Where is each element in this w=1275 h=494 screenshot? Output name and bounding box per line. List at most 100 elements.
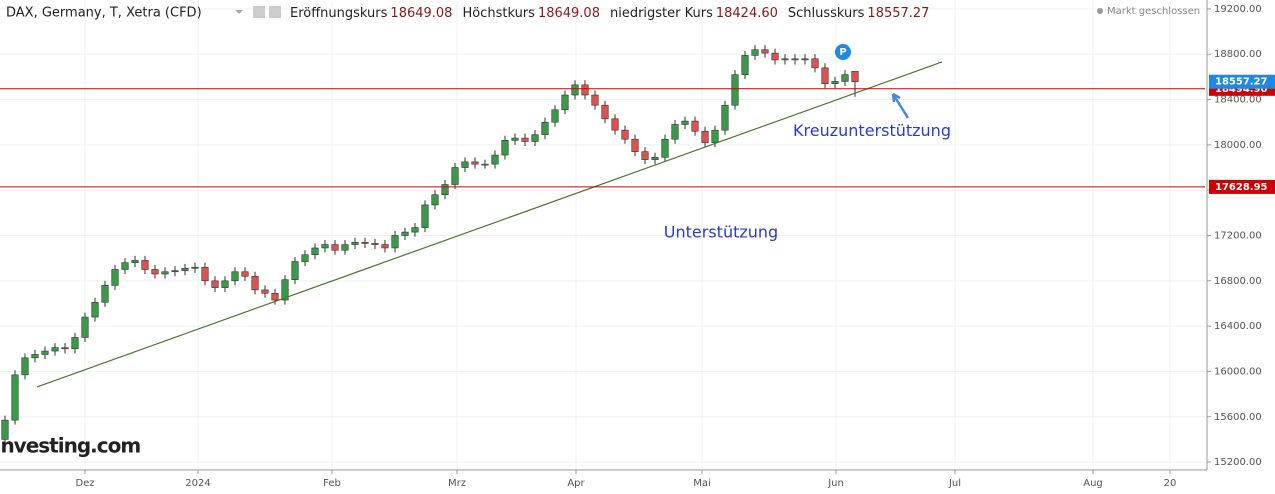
candle-body — [771, 52, 779, 61]
candle-body — [401, 231, 409, 236]
candle-body — [751, 49, 759, 56]
market-status: Markt geschlossen — [1107, 6, 1200, 17]
candle-body — [451, 167, 459, 185]
candle-body — [101, 285, 109, 303]
candle-body — [171, 270, 179, 273]
x-tick-label: 20 — [1164, 478, 1177, 489]
candle-body — [681, 120, 689, 125]
candle-body — [641, 151, 649, 160]
candle-body — [291, 261, 299, 280]
candle-body — [151, 269, 159, 275]
field-value: 18424.60 — [716, 6, 778, 21]
candle-body — [561, 94, 569, 111]
y-tick-label: 15200.00 — [1214, 457, 1262, 468]
header-fields: Eröffnungskurs 18649.08 Höchstkurs 18649.08… — [290, 6, 929, 21]
candle-body — [311, 247, 319, 256]
candle-body — [651, 157, 659, 160]
candle-body — [381, 244, 389, 249]
last-price-label: 18557.27 — [1215, 77, 1268, 88]
y-tick-label: 15600.00 — [1214, 412, 1262, 423]
candle-body — [21, 357, 29, 376]
candle-body — [131, 260, 139, 263]
x-tick-label: Feb — [323, 478, 341, 489]
candle-body — [541, 121, 549, 135]
field-value: 18649.08 — [390, 6, 452, 21]
candle-body — [711, 129, 719, 143]
candle-body — [201, 266, 209, 282]
x-tick-label: Apr — [567, 478, 585, 489]
candle-body — [111, 269, 119, 286]
x-tick-label: Jun — [827, 478, 844, 489]
icon[interactable] — [269, 6, 281, 18]
field-value: 18649.08 — [538, 6, 600, 21]
price-label: 18494.90 — [1215, 84, 1268, 95]
price-label-bg — [1209, 179, 1275, 194]
marker-p[interactable] — [835, 44, 851, 60]
icon[interactable] — [253, 6, 265, 18]
candle-body — [821, 67, 829, 84]
candle-body — [91, 302, 99, 318]
field-label: niedrigster Kurs — [610, 6, 713, 21]
candle-body — [391, 235, 399, 249]
candle-body — [121, 262, 129, 270]
x-tick-label: 2024 — [185, 478, 210, 489]
candle-body — [371, 243, 379, 245]
candle-body — [581, 84, 589, 96]
candle-body — [601, 104, 609, 120]
candle-body — [161, 271, 169, 275]
x-tick-label: Mrz — [448, 478, 466, 489]
candle-body — [621, 129, 629, 140]
candle-body — [611, 118, 619, 131]
candle-body — [431, 194, 439, 206]
logo: Investing.com — [0, 434, 140, 458]
candle-body — [691, 120, 699, 132]
candle-body — [241, 271, 249, 277]
candle-body — [781, 58, 789, 61]
price-label: 17628.95 — [1215, 182, 1268, 193]
candle-body — [141, 260, 149, 270]
candle-body — [301, 254, 309, 262]
candle-body — [761, 49, 769, 54]
y-tick-label: 16800.00 — [1214, 276, 1262, 287]
candle-body — [351, 241, 359, 245]
candle-body — [511, 137, 519, 141]
chart-title: DAX, Germany, T, Xetra (CFD) — [6, 6, 202, 21]
candle-body — [441, 184, 449, 196]
candle-body — [531, 134, 539, 142]
candle-body — [361, 241, 369, 244]
candle-body — [551, 109, 559, 123]
candle-body — [71, 337, 79, 350]
candle-body — [31, 354, 39, 359]
field-value: 18557.27 — [867, 6, 929, 21]
candle-body — [721, 104, 729, 131]
candle-body — [261, 289, 269, 294]
candle-body — [501, 140, 509, 156]
status-dot — [1097, 8, 1103, 14]
candle-body — [461, 161, 469, 168]
candle-body — [231, 271, 239, 282]
candle-body — [521, 137, 529, 142]
candle-body — [791, 58, 799, 61]
candle-body — [481, 163, 489, 166]
dropdown-icon[interactable] — [235, 10, 243, 14]
candle-body — [411, 227, 419, 233]
candle-body — [831, 81, 839, 84]
candle-body — [341, 244, 349, 251]
field-label: Schlusskurs — [788, 6, 865, 21]
candle-body — [211, 280, 219, 288]
y-tick-label: 18000.00 — [1214, 140, 1262, 151]
candle-body — [41, 350, 49, 355]
candle-body — [51, 347, 59, 352]
field-label: Höchstkurs — [462, 6, 535, 21]
candle-body — [191, 266, 199, 269]
candle-body — [591, 94, 599, 106]
y-tick-label: 16000.00 — [1214, 366, 1262, 377]
y-tick-label: 18800.00 — [1214, 49, 1262, 60]
candle-body — [811, 58, 819, 69]
candle-body — [271, 292, 279, 301]
candle-body — [321, 244, 329, 249]
y-tick-label: 19200.00 — [1214, 4, 1262, 15]
candle-body — [81, 316, 89, 338]
candle-body — [801, 58, 809, 61]
